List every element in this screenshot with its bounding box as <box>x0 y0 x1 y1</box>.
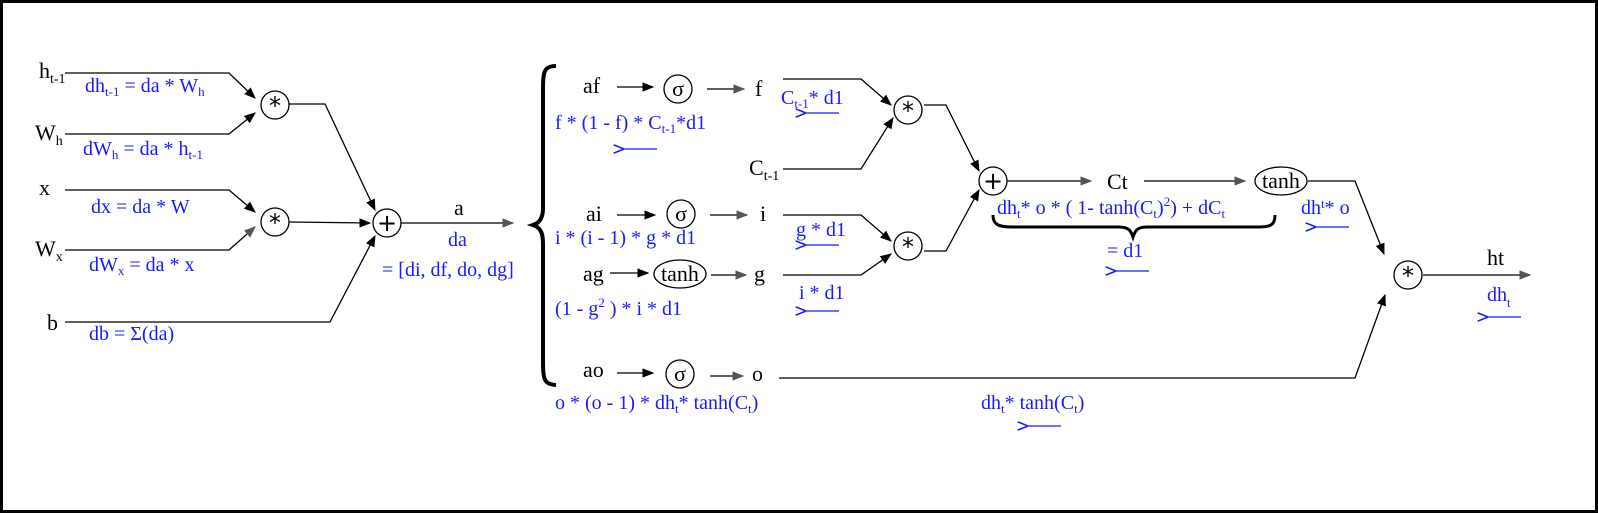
add-node-a: + <box>372 208 402 238</box>
grad-ai: i * (i - 1) * g * d1 <box>555 227 696 249</box>
grad-i: i * d1 <box>799 282 845 304</box>
grad-ag: (1 - g2 ) * i * d1 <box>555 295 682 320</box>
label-af: af <box>583 73 601 98</box>
d1-brace <box>991 214 1277 242</box>
grad-ht: dht <box>1487 284 1511 310</box>
mul-node-ht: * <box>1393 260 1423 290</box>
grad-dwh: dWh = da * ht-1 <box>83 138 203 162</box>
grad-af: f * (1 - f) * Ct-1*d1 <box>555 112 706 136</box>
svg-text:σ: σ <box>674 361 686 386</box>
grad-dx: dx = da * W <box>91 196 190 218</box>
add-node-ct: + <box>978 166 1008 196</box>
grad-tanh-ct: dht* o <box>1301 196 1350 219</box>
label-d1: = d1 <box>1107 240 1143 262</box>
input-h-prev: ht-1 <box>39 58 66 87</box>
svg-text:*: * <box>1402 262 1414 290</box>
grad-f: Ct-1* d1 <box>781 87 844 111</box>
sigma-node-o: σ <box>665 359 695 389</box>
gate-lines <box>610 78 1532 381</box>
svg-text:+: + <box>983 167 1003 195</box>
svg-text:tanh: tanh <box>1262 168 1300 193</box>
svg-text:σ: σ <box>675 201 687 226</box>
label-ao: ao <box>583 357 604 382</box>
svg-text:*: * <box>902 233 914 261</box>
split-brace <box>526 64 557 387</box>
grad-dwx: dWx = da * x <box>89 254 195 278</box>
sigma-node-f: σ <box>663 74 693 104</box>
svg-text:σ: σ <box>672 76 684 101</box>
label-ag: ag <box>583 261 604 286</box>
input-wx: Wx <box>35 236 63 265</box>
grad-dh-prev: dht-1 = da * Wh <box>85 75 205 99</box>
label-c-prev: Ct-1 <box>749 155 779 184</box>
svg-text:+: + <box>377 209 397 237</box>
label-i: i <box>760 201 766 226</box>
label-f: f <box>755 76 763 101</box>
sigma-node-i: σ <box>666 199 696 229</box>
label-o: o <box>752 361 763 386</box>
label-g: g <box>754 261 765 286</box>
mul-node-h: * <box>260 90 290 120</box>
grad-o: dht* tanh(Ct) <box>981 392 1084 416</box>
label-ct: Ct <box>1107 169 1128 194</box>
svg-text:*: * <box>902 97 914 125</box>
diagram-canvas: ht-1 Wh x Wx b dht-1 = da * Wh dWh = da … <box>35 58 1532 510</box>
tanh-node-g: tanh <box>653 259 707 289</box>
svg-text:*: * <box>269 209 281 237</box>
mul-node-i-g: * <box>893 231 923 261</box>
svg-text:*: * <box>269 92 281 120</box>
label-ht: ht <box>1487 245 1504 270</box>
mul-node-f-c: * <box>893 95 923 125</box>
grad-ao: o * (o - 1) * dht* tanh(Ct) <box>555 392 758 416</box>
mul-node-x: * <box>260 207 290 237</box>
tanh-node-ct: tanh <box>1254 166 1308 196</box>
label-da: da <box>448 229 467 251</box>
input-lines <box>65 72 515 323</box>
label-a: a <box>454 195 464 220</box>
label-da-split: = [di, df, do, dg] <box>382 259 514 281</box>
svg-text:tanh: tanh <box>661 261 699 286</box>
grad-g: g * d1 <box>796 219 846 241</box>
input-wh: Wh <box>35 120 63 149</box>
grad-db: db = Σ(da) <box>89 323 174 345</box>
label-ai: ai <box>586 201 602 226</box>
grad-ct: dht* o * ( 1- tanh(Ct)2) + dCt <box>997 194 1225 221</box>
input-x: x <box>39 175 50 200</box>
input-b: b <box>47 310 58 335</box>
